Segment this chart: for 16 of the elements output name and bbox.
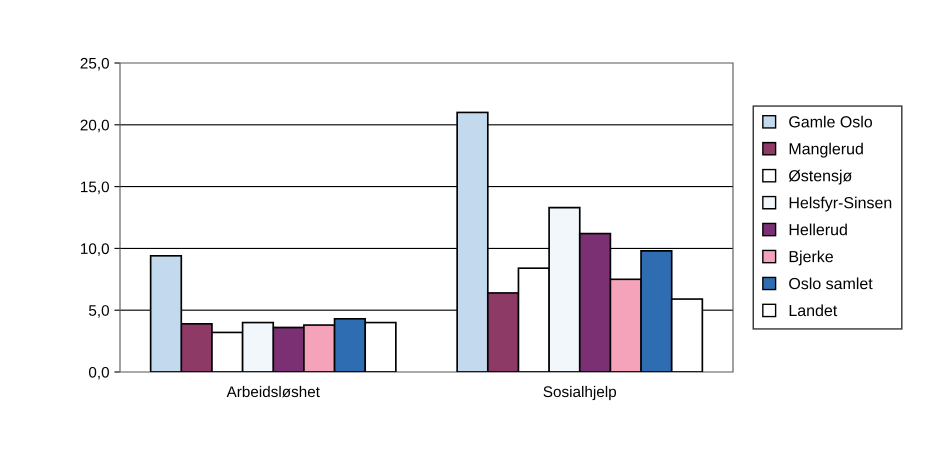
y-tick-label: 15,0	[81, 181, 109, 194]
y-tick-label: 0,0	[88, 366, 109, 380]
legend-label: Hellerud	[790, 224, 847, 236]
y-tick-label: 10,0	[81, 243, 109, 256]
y-tick-label: 25,0	[80, 58, 109, 70]
legend-label: Gamle Oslo	[789, 116, 872, 128]
y-tick-label: 5,0	[88, 305, 109, 318]
legend-label: Helsfyr-Sinsen	[790, 196, 892, 212]
legend-label: Bjerke	[790, 250, 833, 266]
x-tick-label: Arbeidsløshet	[226, 386, 320, 398]
y-tick-label: 20,0	[80, 120, 109, 132]
legend-label: Landet	[790, 304, 838, 316]
x-tick-label: Sosialhjelp	[544, 386, 616, 400]
legend-label: Manglerud	[790, 142, 863, 158]
legend-label: Oslo samlet	[789, 277, 873, 290]
legend-label: Østensjø	[788, 170, 852, 185]
